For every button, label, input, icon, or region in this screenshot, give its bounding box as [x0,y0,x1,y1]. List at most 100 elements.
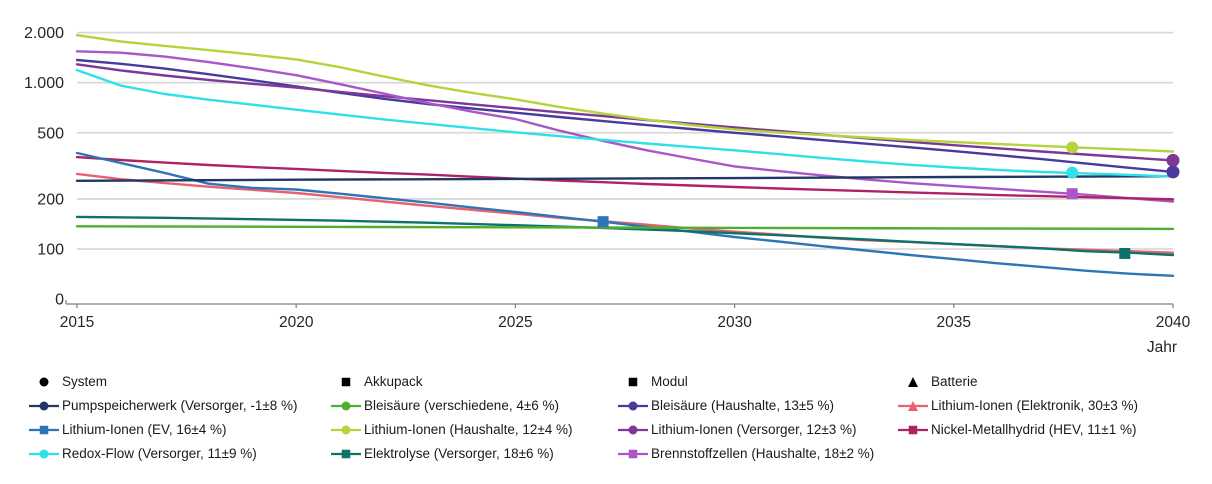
circle-icon [28,376,60,388]
chart-area: 0 100 200 500 1.000 2.000 2015 2020 2025 2030 2035… [24,25,1191,356]
legend-item-label: Brennstoffzellen (Haushalte, 18±2 %) [651,446,875,462]
legend-column-1: System Pumpspeicherwerk (Versorger, -1±8 … [28,370,330,466]
series-marker-lithium-ionen-ev [597,216,609,228]
y-axis-label: 1.000 [24,75,64,92]
series-end-marker-bleisaeure-haushalte [1166,165,1180,179]
series-line-pumpspeicherwerk [75,174,1175,183]
series-marker-redox-flow [1066,166,1079,179]
series-square-icon [331,449,361,459]
legend-item-bleisaeure-haushalte: Bleisäure (Haushalte, 13±5 %) [617,394,897,418]
series-square-icon [29,425,59,435]
y-axis-label: 2.000 [24,25,64,42]
series-line-nickel-metallhydrid [75,155,1175,201]
legend-item-bleisaeure-verschiedene: Bleisäure (verschiedene, 4±6 %) [330,394,617,418]
square-line-icon [897,424,929,436]
legend-item-label: Lithium-Ionen (Haushalte, 12±4 %) [364,422,573,438]
square-line-icon [330,448,362,460]
legend-item-nickel-metallhydrid: Nickel-Metallhydrid (HEV, 11±1 %) [897,418,1212,442]
series-line-lithium-ionen-haushalte [75,34,1175,153]
y-axis-label: 500 [37,125,64,142]
series-line-elektrolyse [75,215,1175,257]
legend-marker [628,377,638,387]
legend-category-label: Batterie [931,374,978,390]
legend-category-label: System [62,374,108,390]
square-icon [617,376,649,388]
series-circle-icon [331,425,361,435]
x-axis-label: 2015 [60,314,94,331]
legend-marker [39,425,49,435]
circle-line-icon [28,448,60,460]
series-circle-icon [331,401,361,411]
x-axis-label: 2020 [279,314,314,331]
series-triangle-icon [898,401,928,411]
legend-marker [341,401,351,411]
x-axis-label: 2030 [717,314,752,331]
legend-item-lithium-ionen-ev: Lithium-Ionen (EV, 16±4 %) [28,418,330,442]
legend-marker [628,425,638,435]
legend-item-elektrolyse: Elektrolyse (Versorger, 18±6 %) [330,442,617,466]
square-line-icon [28,424,60,436]
category-square-icon [628,377,638,387]
legend-column-2: Akkupack Bleisäure (verschiedene, 4±6 %) L… [330,370,617,466]
x-axis-label: 2040 [1156,314,1191,331]
series-line-brennstoffzellen [75,50,1175,203]
legend-item-label: Redox-Flow (Versorger, 11±9 %) [62,446,257,462]
legend-column-3: Modul Bleisäure (Haushalte, 13±5 %) Lithiu… [617,370,897,466]
legend-category-label: Modul [651,374,688,390]
legend-item-label: Lithium-Ionen (EV, 16±4 %) [62,422,227,438]
square-icon [330,376,362,388]
y-axis-label: 0 [55,292,64,309]
legend-category-label: Akkupack [364,374,423,390]
series-square-icon [898,425,928,435]
legend-item-label: Elektrolyse (Versorger, 18±6 %) [364,446,554,462]
series-circle-icon [618,425,648,435]
legend-category-modul: Modul [617,370,897,394]
circle-line-icon [330,400,362,412]
legend-marker [39,377,49,387]
legend-marker [341,425,351,435]
series-circle-icon [29,401,59,411]
legend-marker [628,449,638,459]
series-marker-lithium-ionen-haushalte [1066,141,1079,154]
x-axis-title: Jahr [1147,339,1177,356]
x-axis-label: 2035 [937,314,971,331]
circle-line-icon [330,424,362,436]
series-square-icon [618,449,648,459]
series-circle-icon [29,449,59,459]
legend-marker [341,449,351,459]
legend-item-lithium-ionen-elektronik: Lithium-Ionen (Elektronik, 30±3 %) [897,394,1212,418]
series-circle-icon [618,401,648,411]
legend-item-label: Lithium-Ionen (Elektronik, 30±3 %) [931,398,1139,414]
series-line-redox-flow [75,68,1175,178]
series-line-lithium-ionen-ev [75,151,1175,277]
x-axis-label: 2025 [498,314,532,331]
legend-item-lithium-ionen-haushalte: Lithium-Ionen (Haushalte, 12±4 %) [330,418,617,442]
series-marker-elektrolyse [1119,247,1131,259]
series-end-marker-lithium-ionen-versorger [1166,153,1180,167]
legend-category-batterie: Batterie [897,370,1212,394]
legend-marker [341,377,351,387]
chart-legend: System Pumpspeicherwerk (Versorger, -1±8 … [28,370,1212,466]
legend-item-brennstoffzellen: Brennstoffzellen (Haushalte, 18±2 %) [617,442,897,466]
series-line-bleisaeure-verschiedene [75,225,1175,231]
legend-item-label: Lithium-Ionen (Versorger, 12±3 %) [651,422,857,438]
legend-item-label: Nickel-Metallhydrid (HEV, 11±1 %) [931,422,1137,438]
legend-category-akkupack: Akkupack [330,370,617,394]
legend-item-label: Pumpspeicherwerk (Versorger, -1±8 %) [62,398,298,414]
legend-marker [39,449,49,459]
y-axis-label: 100 [37,242,64,259]
square-line-icon [617,448,649,460]
triangle-line-icon [897,400,929,412]
cost-chart: 0 100 200 500 1.000 2.000 2015 2020 2025 2030 2035… [24,25,1191,356]
legend-item-redox-flow: Redox-Flow (Versorger, 11±9 %) [28,442,330,466]
category-circle-icon [39,377,49,387]
legend-marker [908,401,918,411]
legend-marker [908,377,918,387]
triangle-icon [897,376,929,388]
legend-marker [908,425,918,435]
series-marker-brennstoffzellen [1066,188,1078,200]
circle-line-icon [28,400,60,412]
legend-category-system: System [28,370,330,394]
legend-item-pumpspeicherwerk: Pumpspeicherwerk (Versorger, -1±8 %) [28,394,330,418]
legend-marker [628,401,638,411]
